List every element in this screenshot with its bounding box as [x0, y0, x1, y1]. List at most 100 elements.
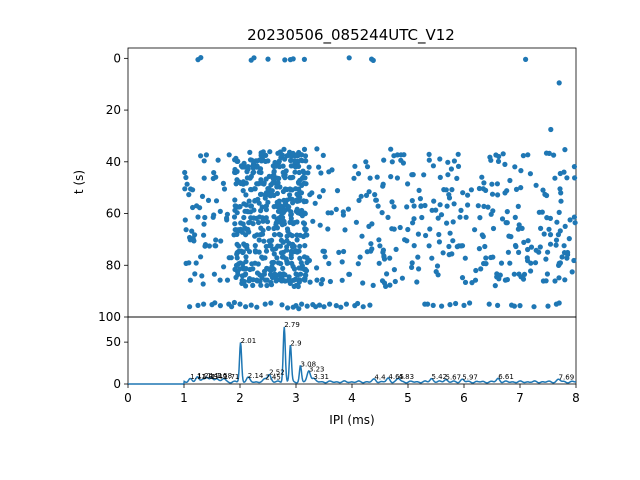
- scatter-point: [255, 261, 261, 267]
- scatter-point: [267, 149, 273, 155]
- scatter-point: [383, 283, 389, 289]
- x-tick-label: 4: [348, 391, 356, 405]
- scatter-point: [243, 283, 249, 289]
- scatter-point: [279, 222, 285, 228]
- scatter-point: [338, 304, 344, 310]
- scatter-point: [301, 56, 307, 63]
- y-tick-label: 60: [106, 207, 121, 221]
- scatter-point: [399, 275, 405, 281]
- scatter-point: [394, 152, 400, 158]
- scatter-point: [201, 158, 207, 164]
- scatter-point: [303, 226, 309, 233]
- scatter-point: [392, 278, 398, 285]
- scatter-point: [416, 266, 422, 272]
- scatter-point: [465, 202, 471, 208]
- scatter-point: [235, 271, 241, 278]
- y-tick-label: 0: [113, 51, 121, 65]
- scatter-point: [201, 232, 207, 238]
- scatter-point: [512, 242, 519, 249]
- scatter-point: [473, 267, 479, 274]
- scatter-point: [255, 196, 261, 202]
- scatter-point: [559, 254, 565, 260]
- scatter-point: [333, 206, 339, 212]
- scatter-point: [411, 203, 417, 209]
- scatter-point: [232, 266, 238, 272]
- scatter-point: [385, 214, 391, 220]
- scatter-point: [355, 261, 361, 267]
- scatter-point: [237, 301, 243, 307]
- scatter-point: [201, 301, 207, 307]
- scatter-point: [283, 256, 289, 262]
- scatter-point: [341, 248, 347, 255]
- scatter-point: [217, 277, 223, 283]
- scatter-point: [316, 194, 323, 200]
- scatter-point: [547, 215, 554, 221]
- scatter-point: [262, 192, 268, 198]
- scatter-point: [381, 157, 387, 163]
- peak-label: 7.69: [559, 374, 575, 382]
- scatter-point: [417, 196, 423, 202]
- scatter-point: [321, 304, 327, 310]
- x-tick-label: 8: [572, 391, 580, 405]
- scatter-point: [288, 212, 294, 218]
- scatter-point: [475, 203, 481, 209]
- histogram-y-ticks: 0 50: [106, 335, 128, 391]
- scatter-point: [312, 200, 318, 206]
- scatter-point: [325, 210, 331, 216]
- scatter-point: [455, 151, 461, 157]
- scatter-point: [370, 282, 376, 288]
- scatter-point: [290, 174, 296, 180]
- scatter-point: [566, 236, 572, 242]
- scatter-point: [451, 201, 457, 207]
- scatter-point: [388, 174, 394, 180]
- scatter-point: [226, 152, 232, 158]
- scatter-point: [551, 152, 557, 158]
- scatter-point: [490, 208, 496, 214]
- scatter-point: [476, 185, 482, 192]
- peak-label: 1.49: [211, 373, 227, 381]
- y-tick-label: 50: [106, 335, 121, 349]
- scatter-point: [195, 302, 201, 308]
- scatter-point: [376, 260, 382, 266]
- scatter-point: [358, 193, 364, 199]
- scatter-point: [553, 242, 559, 248]
- scatter-point: [261, 271, 267, 277]
- scatter-point: [320, 188, 326, 194]
- scatter-point: [481, 260, 487, 267]
- peak-labels: 1.111.241.331.411.491.581.71 2.01 2.14 2.45…: [190, 321, 574, 382]
- scatter-point: [409, 198, 415, 204]
- scatter-point: [453, 300, 459, 307]
- scatter-point: [271, 214, 277, 220]
- scatter-point: [258, 225, 264, 231]
- scatter-point: [558, 190, 564, 196]
- scatter-point: [313, 304, 319, 310]
- scatter-point: [231, 214, 238, 220]
- scatter-point: [516, 222, 522, 228]
- scatter-point: [426, 157, 432, 163]
- scatter-point: [513, 186, 520, 192]
- peak-label: 4.83: [399, 373, 415, 381]
- scatter-point: [562, 223, 568, 229]
- scatter-point: [552, 175, 558, 181]
- scatter-point: [479, 174, 485, 180]
- scatter-point: [426, 243, 432, 249]
- scatter-point: [495, 302, 501, 308]
- peak-label: 2.45: [265, 374, 281, 382]
- scatter-point: [490, 225, 497, 232]
- peak-label: 1.11: [190, 373, 206, 381]
- scatter-point: [556, 275, 562, 281]
- scatter-point: [463, 214, 469, 220]
- scatter-point: [326, 169, 332, 175]
- scatter-point: [282, 57, 288, 63]
- scatter-point: [304, 303, 310, 309]
- scatter-point: [461, 302, 467, 308]
- scatter-point: [504, 277, 510, 283]
- scatter-point: [284, 238, 290, 244]
- scatter-point: [553, 237, 560, 243]
- scatter-point: [437, 156, 443, 162]
- scatter-point: [460, 190, 466, 196]
- scatter-point: [444, 220, 450, 226]
- scatter-point: [274, 255, 280, 261]
- scatter-point: [269, 188, 275, 194]
- scatter-point: [446, 243, 452, 250]
